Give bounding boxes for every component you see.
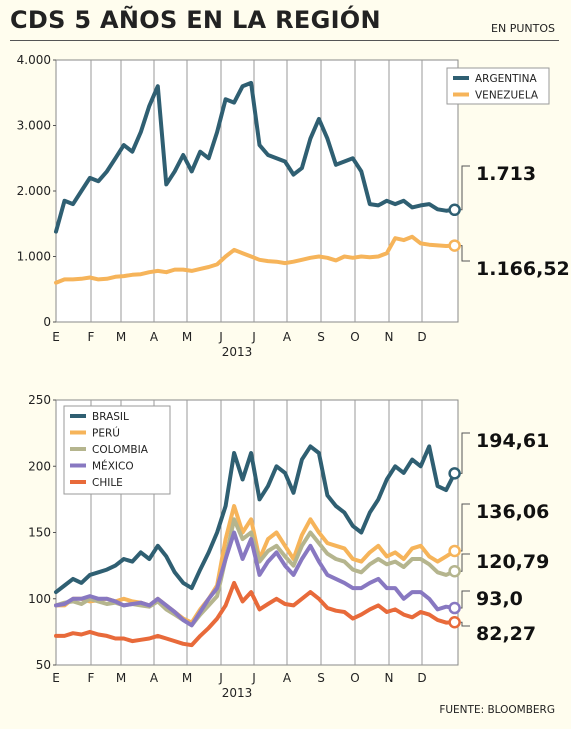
legend-label: CHILE <box>92 477 123 489</box>
x-tick-label: A <box>283 330 292 344</box>
series-end-marker <box>448 544 461 558</box>
series-line-argentina <box>54 80 457 234</box>
x-tick-label: M <box>116 671 126 685</box>
x-tick-label: J <box>218 330 223 344</box>
series-end-marker <box>448 615 461 629</box>
end-value-label: 136,06 <box>476 501 549 523</box>
x-tick-label: M <box>116 330 126 344</box>
series-end-marker <box>448 239 461 252</box>
legend: BRASIL PERÚ COLOMBIA MÉXICO CHILE <box>63 405 171 495</box>
callout-leader <box>460 432 470 474</box>
x-tick-label: F <box>88 330 95 344</box>
title-divider <box>10 40 559 41</box>
chart-panel-1: 4.000 3.000 2.000 1.000 0E F M A M J J A S O N D 2013 1.7… <box>17 53 570 359</box>
x-tick-label: N <box>385 671 394 685</box>
callout-leader <box>460 621 470 627</box>
end-value-label: 1.166,52 <box>476 258 570 280</box>
source-label: FUENTE: BLOOMBERG <box>439 704 555 716</box>
legend-label: BRASIL <box>92 411 129 423</box>
end-value-label: 120,79 <box>476 551 549 573</box>
y-tick-label: 3.000 <box>17 119 51 133</box>
series-end-marker <box>448 601 461 615</box>
legend-label: PERÚ <box>92 427 120 440</box>
legend-label: MÉXICO <box>92 460 134 473</box>
x-tick-label: J <box>251 671 256 685</box>
legend-label: ARGENTINA <box>475 73 537 85</box>
callout-leader <box>460 590 470 609</box>
x-tick-label: D <box>417 330 426 344</box>
callout-leader <box>460 245 470 262</box>
x-tick-label: O <box>350 671 359 685</box>
x-tick-label: F <box>88 671 95 685</box>
year-label: 2013 <box>222 345 253 359</box>
y-tick-label: 150 <box>28 526 51 540</box>
x-tick-label: A <box>283 671 292 685</box>
legend-label: COLOMBIA <box>92 444 149 456</box>
x-tick-label: O <box>350 330 359 344</box>
y-tick-label: 200 <box>28 459 51 473</box>
y-tick-label: 250 <box>28 393 51 407</box>
series-line-chile <box>54 580 457 648</box>
y-tick-label: 100 <box>28 592 51 606</box>
series-end-marker <box>448 203 461 217</box>
x-tick-label: E <box>52 330 60 344</box>
chart-title: CDS 5 AÑOS EN LA REGIÓN <box>10 6 381 34</box>
end-value-label: 93,0 <box>476 588 523 610</box>
legend-label: VENEZUELA <box>475 90 539 102</box>
x-tick-label: A <box>150 330 159 344</box>
legend-box <box>446 67 550 105</box>
end-value-label: 82,27 <box>476 623 536 645</box>
y-tick-label: 1.000 <box>17 250 51 264</box>
x-tick-label: E <box>52 671 60 685</box>
x-tick-label: N <box>385 330 394 344</box>
series-end-marker <box>448 467 461 480</box>
callout-leader <box>460 553 470 572</box>
end-value-label: 194,61 <box>476 430 549 452</box>
chart-panel-2: 250 200 150 100 50E F M A M J J A S O N D 2013 194,61 136,… <box>28 393 549 700</box>
x-tick-label: A <box>150 671 159 685</box>
x-tick-label: S <box>317 671 325 685</box>
series-line-méxico <box>54 530 457 628</box>
end-value-label: 1.713 <box>476 163 536 185</box>
series-line-venezuela <box>54 234 457 285</box>
x-tick-label: J <box>251 330 256 344</box>
series-line-brasil <box>54 444 457 595</box>
year-label: 2013 <box>222 686 253 700</box>
callout-leader <box>460 503 470 552</box>
x-tick-label: J <box>218 671 223 685</box>
y-tick-label: 50 <box>36 658 51 672</box>
legend: ARGENTINA VENEZUELA <box>446 67 550 105</box>
y-tick-label: 4.000 <box>17 53 51 67</box>
x-tick-label: M <box>182 671 192 685</box>
x-tick-label: S <box>317 330 325 344</box>
x-tick-label: M <box>182 330 192 344</box>
series-end-marker <box>448 564 461 578</box>
y-tick-label: 2.000 <box>17 184 51 198</box>
callout-leader <box>460 165 470 211</box>
plot-area <box>55 59 459 323</box>
units-label: EN PUNTOS <box>491 22 555 35</box>
series-line-perú <box>54 504 457 625</box>
x-tick-label: D <box>417 671 426 685</box>
y-tick-label: 0 <box>43 315 51 329</box>
